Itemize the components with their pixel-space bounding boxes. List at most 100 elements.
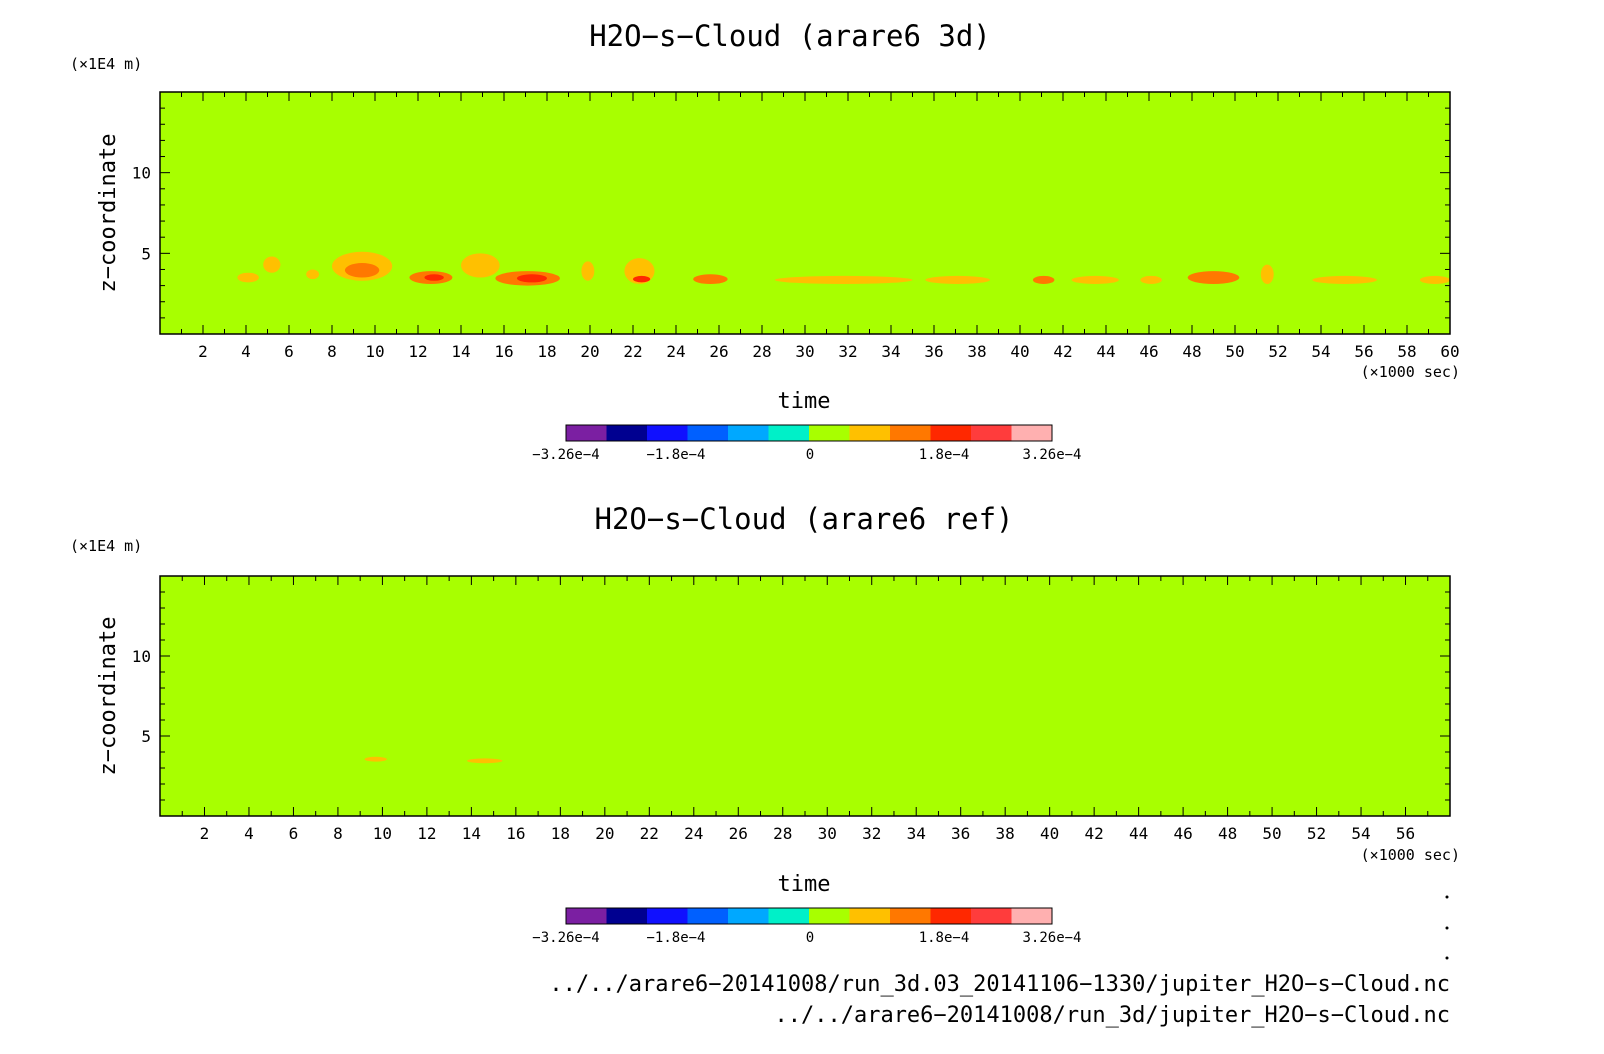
x-tick-label: 40	[1010, 342, 1029, 361]
colorbar-frame	[565, 424, 1053, 442]
x-tick-label: 22	[640, 824, 659, 843]
x-tick-label: 40	[1040, 824, 1059, 843]
cloud-feature	[925, 275, 990, 284]
x-axis-title-3d: time	[778, 389, 831, 414]
x-tick-label: 36	[951, 824, 970, 843]
margin-dot	[1445, 926, 1449, 930]
x-tick-label: 54	[1351, 824, 1370, 843]
x-tick-label: 28	[752, 342, 771, 361]
colorbar-label: 1.8e−4	[919, 930, 970, 946]
y-tick-label: 5	[141, 244, 151, 263]
cloud-feature	[1312, 275, 1377, 284]
colorbar-ref: −3.26e−4 −1.8e−4 0 1.8e−4 3.26e−4	[532, 907, 1082, 946]
colorbar-swatch	[768, 425, 810, 441]
cloud-feature	[1032, 275, 1055, 284]
chart-panel-ref: H2O−s−Cloud (arare6 ref) (×1E4 m) 2 4 6 8 10…	[70, 502, 1460, 946]
x-tick-label: 28	[773, 824, 792, 843]
colorbar-swatch	[728, 425, 769, 441]
cloud-feature	[237, 272, 259, 283]
y-tick-label: 5	[141, 727, 151, 746]
colorbar-label: 3.26e−4	[1022, 930, 1081, 946]
cloud-feature	[516, 274, 547, 283]
x-tick-label: 56	[1354, 342, 1373, 361]
chart-title-ref: H2O−s−Cloud (arare6 ref)	[594, 502, 1013, 536]
x-tick-label: 18	[551, 824, 570, 843]
y-axis-title-3d: z−coordinate	[96, 134, 121, 293]
x-tick-label: 2	[198, 342, 208, 361]
colorbar-frame	[565, 907, 1053, 925]
x-tick-label: 10	[365, 342, 384, 361]
colorbar-label: 0	[806, 930, 814, 946]
colorbar-swatch	[768, 908, 810, 924]
x-tick-label: 6	[289, 824, 299, 843]
y-tick-label: 10	[132, 647, 151, 666]
cloud-feature	[774, 275, 913, 284]
file-path-ref: ../../arare6−20141008/run_3d/jupiter_H2O…	[774, 1003, 1450, 1028]
colorbar-swatch	[1011, 425, 1053, 441]
x-tick-label: 12	[408, 342, 427, 361]
cloud-feature	[633, 275, 651, 283]
x-tick-label: 54	[1311, 342, 1330, 361]
x-tick-label: 50	[1225, 342, 1244, 361]
x-tick-label: 24	[666, 342, 685, 361]
colorbar-swatch	[647, 425, 688, 441]
colorbar-swatch	[566, 425, 607, 441]
colorbar-swatch	[971, 425, 1012, 441]
x-tick-label: 4	[241, 342, 251, 361]
x-tick-label: 30	[795, 342, 814, 361]
chart-title-3d: H2O−s−Cloud (arare6 3d)	[589, 19, 991, 53]
colorbar-swatch	[930, 425, 972, 441]
x-tick-label: 30	[818, 824, 837, 843]
colorbar-swatch	[687, 908, 729, 924]
colorbar-3d: −3.26e−4 −1.8e−4 0 1.8e−4 3.26e−4	[532, 424, 1082, 463]
x-tick-label: 56	[1396, 824, 1415, 843]
colorbar-swatch	[647, 908, 688, 924]
cloud-feature	[1071, 275, 1119, 284]
x-tick-label: 38	[967, 342, 986, 361]
y-unit-label-ref: (×1E4 m)	[70, 537, 142, 555]
x-tick-label: 48	[1218, 824, 1237, 843]
cloud-feature	[466, 758, 503, 764]
x-tick-label: 26	[709, 342, 728, 361]
margin-dot	[1445, 895, 1449, 899]
colorbar-swatch	[809, 425, 850, 441]
cloud-feature	[306, 269, 320, 280]
x-tick-label: 8	[327, 342, 337, 361]
x-tick-label: 20	[595, 824, 614, 843]
x-tick-label: 16	[506, 824, 525, 843]
file-path-3d: ../../arare6−20141008/run_3d.03_20141106…	[549, 972, 1450, 997]
x-tick-label: 44	[1096, 342, 1115, 361]
plot-area-ref	[160, 576, 1450, 816]
y-tick-label: 10	[132, 164, 151, 183]
colorbar-swatch	[728, 908, 769, 924]
x-tick-label: 36	[924, 342, 943, 361]
colorbar-label: 0	[806, 447, 814, 463]
cloud-feature	[1187, 271, 1240, 284]
x-tick-label: 50	[1262, 824, 1281, 843]
colorbar-swatch	[1011, 908, 1053, 924]
x-tick-label: 16	[494, 342, 513, 361]
colorbar-swatch	[930, 908, 972, 924]
x-tick-label: 14	[451, 342, 470, 361]
colorbar-swatch	[890, 908, 931, 924]
x-tick-label: 6	[284, 342, 294, 361]
colorbar-swatch	[890, 425, 931, 441]
x-tick-label: 22	[623, 342, 642, 361]
axes-ref: 2 4 6 8 10 12 14 16 18 20 22 24 26 28 30 32 34 36 38 40 42 44…	[132, 575, 1451, 843]
x-tick-label: 32	[838, 342, 857, 361]
x-tick-label: 4	[244, 824, 254, 843]
colorbar-swatch	[849, 425, 891, 441]
x-tick-label: 48	[1182, 342, 1201, 361]
x-tick-label: 26	[729, 824, 748, 843]
x-tick-label: 44	[1129, 824, 1148, 843]
x-tick-label: 60	[1440, 342, 1459, 361]
cloud-feature	[263, 256, 281, 273]
plot-area-3d	[160, 92, 1450, 334]
x-tick-label: 34	[907, 824, 926, 843]
colorbar-label: −3.26e−4	[532, 930, 599, 946]
margin-dots	[1445, 895, 1449, 960]
axes-3d: 2 4 6 8 10 12 14 16 18 20 22 24 26 28 30 32 34 36 38 40 42 44…	[132, 91, 1460, 361]
cloud-feature	[581, 261, 595, 281]
x-tick-label: 2	[200, 824, 210, 843]
colorbar-swatch	[606, 908, 648, 924]
